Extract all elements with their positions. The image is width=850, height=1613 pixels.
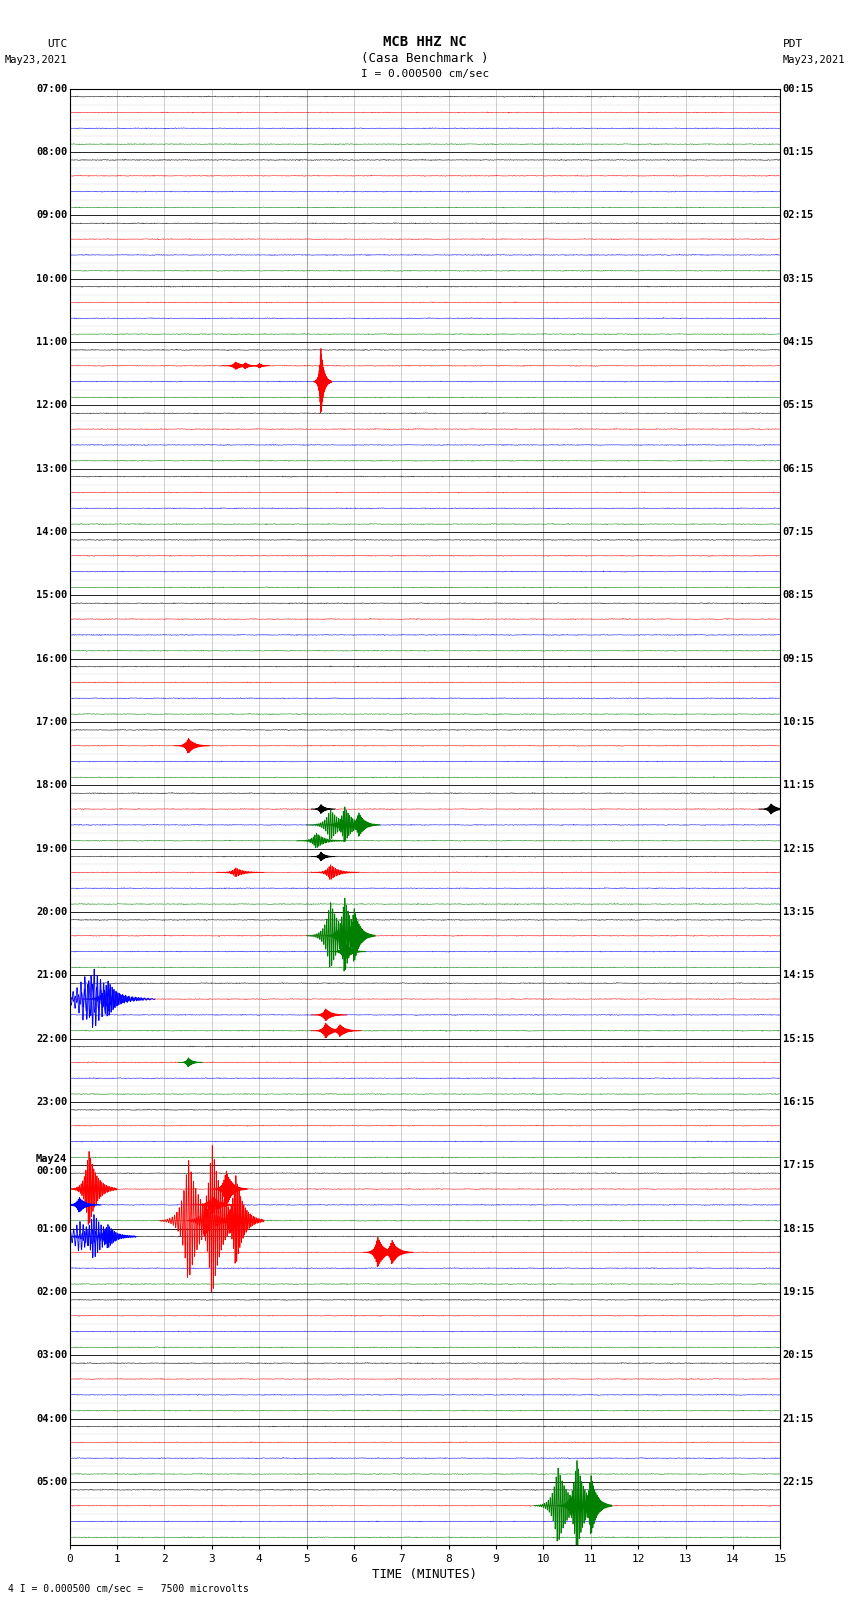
Text: 03:00: 03:00 (36, 1350, 67, 1360)
Text: 17:00: 17:00 (36, 718, 67, 727)
Text: 23:00: 23:00 (36, 1097, 67, 1107)
Text: 02:00: 02:00 (36, 1287, 67, 1297)
Text: 4 I = 0.000500 cm/sec =   7500 microvolts: 4 I = 0.000500 cm/sec = 7500 microvolts (8, 1584, 249, 1594)
Text: 11:00: 11:00 (36, 337, 67, 347)
Text: 14:00: 14:00 (36, 527, 67, 537)
Text: 01:15: 01:15 (783, 147, 814, 156)
Text: 08:15: 08:15 (783, 590, 814, 600)
Text: 15:00: 15:00 (36, 590, 67, 600)
Text: 06:15: 06:15 (783, 463, 814, 474)
Text: 21:15: 21:15 (783, 1413, 814, 1424)
Text: MCB HHZ NC: MCB HHZ NC (383, 35, 467, 50)
Text: 04:00: 04:00 (36, 1413, 67, 1424)
Text: 14:15: 14:15 (783, 971, 814, 981)
Text: 09:15: 09:15 (783, 653, 814, 663)
Text: 04:15: 04:15 (783, 337, 814, 347)
Text: 19:15: 19:15 (783, 1287, 814, 1297)
Text: 08:00: 08:00 (36, 147, 67, 156)
Text: 02:15: 02:15 (783, 210, 814, 221)
Text: 19:00: 19:00 (36, 844, 67, 853)
Text: 10:15: 10:15 (783, 718, 814, 727)
Text: I = 0.000500 cm/sec: I = 0.000500 cm/sec (361, 69, 489, 79)
Text: 11:15: 11:15 (783, 781, 814, 790)
Text: May23,2021: May23,2021 (4, 55, 67, 65)
Text: 17:15: 17:15 (783, 1160, 814, 1171)
Text: 16:15: 16:15 (783, 1097, 814, 1107)
Text: 18:00: 18:00 (36, 781, 67, 790)
Text: 12:00: 12:00 (36, 400, 67, 410)
Text: 05:00: 05:00 (36, 1478, 67, 1487)
Text: 07:00: 07:00 (36, 84, 67, 94)
Text: UTC: UTC (47, 39, 67, 48)
Text: 00:15: 00:15 (783, 84, 814, 94)
Text: 12:15: 12:15 (783, 844, 814, 853)
Text: PDT: PDT (783, 39, 803, 48)
Text: 22:15: 22:15 (783, 1478, 814, 1487)
Text: 05:15: 05:15 (783, 400, 814, 410)
X-axis label: TIME (MINUTES): TIME (MINUTES) (372, 1568, 478, 1581)
Text: 20:15: 20:15 (783, 1350, 814, 1360)
Text: 10:00: 10:00 (36, 274, 67, 284)
Text: (Casa Benchmark ): (Casa Benchmark ) (361, 52, 489, 65)
Text: 22:00: 22:00 (36, 1034, 67, 1044)
Text: 16:00: 16:00 (36, 653, 67, 663)
Text: 21:00: 21:00 (36, 971, 67, 981)
Text: 13:00: 13:00 (36, 463, 67, 474)
Text: 15:15: 15:15 (783, 1034, 814, 1044)
Text: 13:15: 13:15 (783, 907, 814, 916)
Text: 01:00: 01:00 (36, 1224, 67, 1234)
Text: 18:15: 18:15 (783, 1224, 814, 1234)
Text: 03:15: 03:15 (783, 274, 814, 284)
Text: 20:00: 20:00 (36, 907, 67, 916)
Text: 07:15: 07:15 (783, 527, 814, 537)
Text: May23,2021: May23,2021 (783, 55, 846, 65)
Text: May24
00:00: May24 00:00 (36, 1155, 67, 1176)
Text: 09:00: 09:00 (36, 210, 67, 221)
